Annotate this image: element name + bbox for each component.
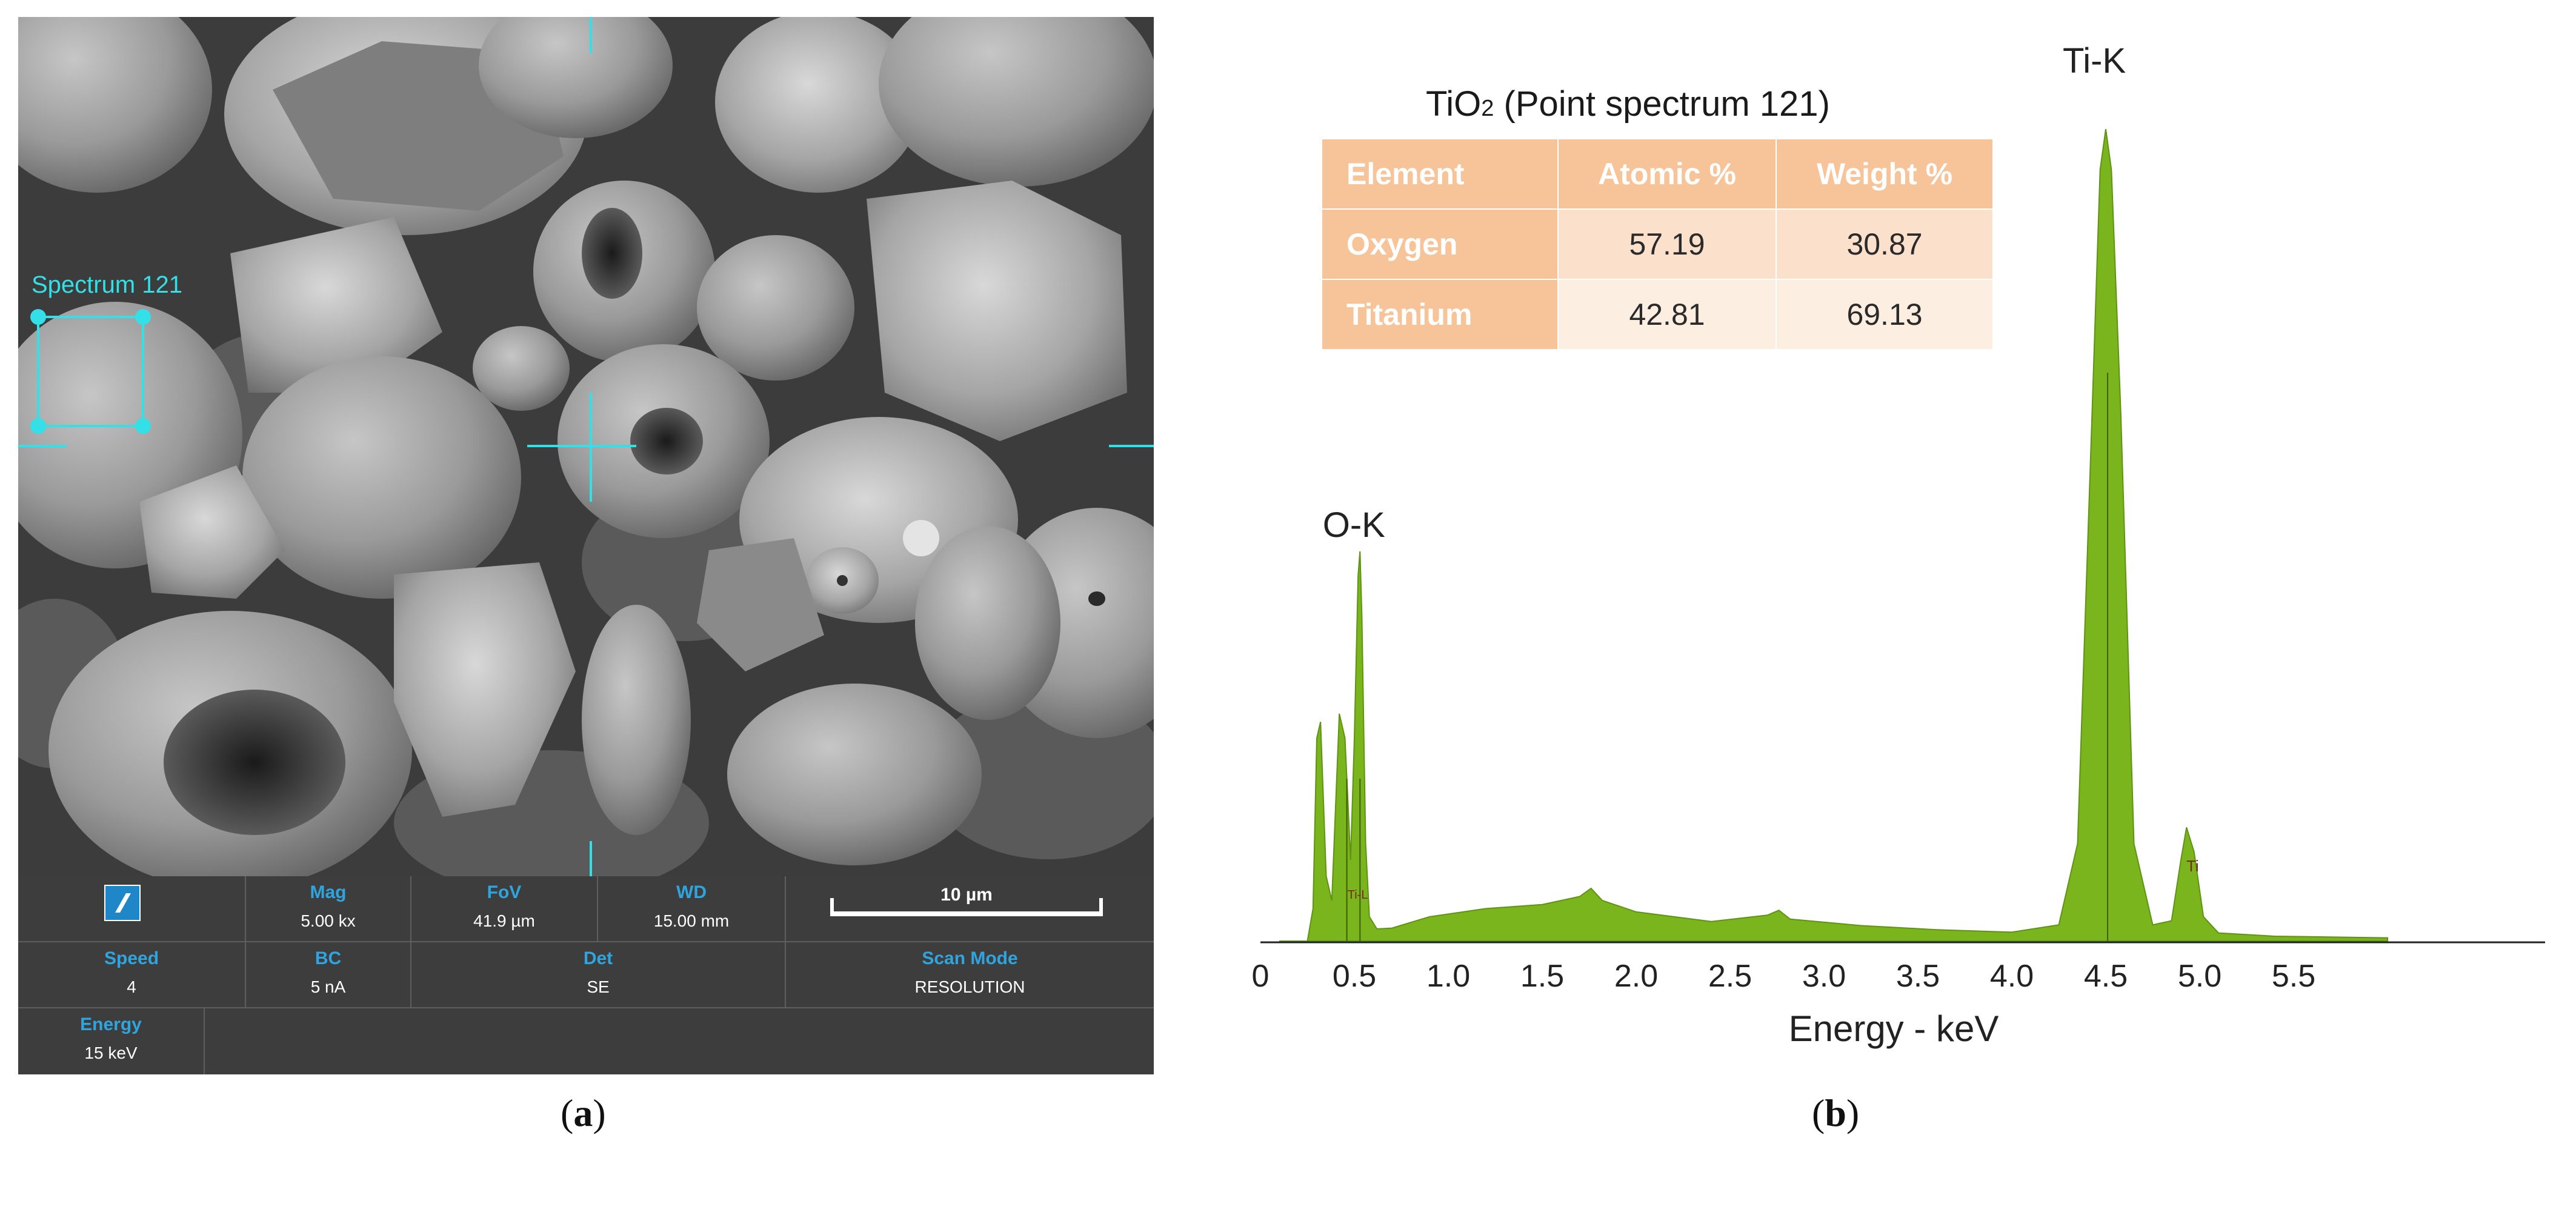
instrument-logo-icon	[104, 885, 141, 921]
table-header-row: Element Atomic % Weight %	[1321, 138, 1994, 210]
sem-micrograph-drawing	[18, 17, 1154, 876]
table-row: Titanium 42.81 69.13	[1321, 279, 1994, 350]
plot-area	[1279, 128, 2388, 942]
table-row: Oxygen 57.19 30.87	[1321, 208, 1994, 280]
x-tick-label: 3.5	[1896, 959, 1940, 994]
title-formula: TiO	[1426, 84, 1482, 124]
caption-letter: a	[573, 1091, 593, 1134]
table-cell-atomic: 57.19	[1557, 208, 1777, 280]
caption-paren: )	[593, 1091, 606, 1134]
bc-label: BC	[315, 948, 342, 968]
panel-b-eds: 0 0.5 1.0 1.5 2.0 2.5 3.0 3.5 4.0 4.5 5.0 5.5 O-K Ti…	[1248, 17, 2545, 1065]
fov-cell: FoV 41.9 µm	[411, 876, 598, 942]
table-cell-weight: 30.87	[1776, 208, 1994, 280]
wd-value: 15.00 mm	[653, 911, 730, 930]
panel-a-sem: Spectrum 121 Mag 5.00 kx FoV 41.9 µm WD …	[18, 17, 1154, 1074]
bc-value: 5 nA	[310, 977, 346, 996]
caption-b: (b)	[1812, 1091, 1859, 1136]
caption-a: (a)	[561, 1091, 606, 1136]
mag-label: Mag	[310, 882, 347, 902]
mag-value: 5.00 kx	[301, 911, 356, 930]
energy-cell: Energy 15 keV	[18, 1008, 205, 1074]
energy-label: Energy	[80, 1014, 142, 1034]
wd-label: WD	[676, 882, 707, 902]
energy-value: 15 keV	[84, 1044, 138, 1062]
scan-mode-cell: Scan Mode RESOLUTION	[786, 942, 1154, 1008]
table-header: Atomic %	[1557, 138, 1777, 210]
peak-label: Ti-L	[1348, 888, 1368, 902]
x-axis-ticks: 0 0.5 1.0 1.5 2.0 2.5 3.0 3.5 4.0 4.5 5.0 5.5	[1252, 959, 2316, 994]
speed-value: 4	[127, 977, 136, 996]
scale-bar-label: 10 µm	[940, 885, 993, 905]
composition-table: Element Atomic % Weight % Oxygen 57.19 3…	[1321, 138, 1994, 350]
peak-annotations: O-K Ti-K Ti-L Ti	[1323, 41, 2199, 902]
x-tick-label: 3.0	[1802, 959, 1846, 994]
scale-bar-cell: 10 µm	[786, 876, 1154, 942]
peak-label: Ti-K	[2063, 41, 2126, 81]
bc-cell: BC 5 nA	[246, 942, 411, 1008]
table-cell-element: Oxygen	[1321, 208, 1559, 280]
eds-spectrum-chart: 0 0.5 1.0 1.5 2.0 2.5 3.0 3.5 4.0 4.5 5.0 5.5 O-K Ti…	[1252, 41, 2545, 1049]
speed-label: Speed	[104, 948, 159, 968]
spectrum-title: TiO2 (Point spectrum 121)	[1426, 84, 1830, 124]
sem-micrograph: Spectrum 121	[18, 17, 1154, 876]
x-tick-label: 1.5	[1520, 959, 1564, 994]
x-tick-label: 2.5	[1708, 959, 1752, 994]
mag-cell: Mag 5.00 kx	[246, 876, 411, 942]
title-subscript: 2	[1481, 96, 1494, 121]
spectrum-label: Spectrum 121	[32, 271, 183, 298]
det-label: Det	[583, 948, 613, 968]
scan-mode-label: Scan Mode	[922, 948, 1018, 968]
sem-info-bar: Mag 5.00 kx FoV 41.9 µm WD 15.00 mm 10 µ…	[18, 876, 1154, 1074]
fov-label: FoV	[487, 882, 522, 902]
x-tick-label: 0	[1252, 959, 1270, 994]
det-cell: Det SE	[411, 942, 786, 1008]
speed-cell: Speed 4	[18, 942, 246, 1008]
x-tick-label: 2.0	[1614, 959, 1658, 994]
table-cell-weight: 69.13	[1776, 279, 1994, 350]
fov-value: 41.9 µm	[473, 911, 535, 930]
x-tick-label: 0.5	[1333, 959, 1376, 994]
x-tick-label: 4.5	[2084, 959, 2128, 994]
det-value: SE	[587, 977, 610, 996]
scan-mode-value: RESOLUTION	[914, 977, 1025, 996]
caption-paren: (	[1812, 1091, 1825, 1134]
title-rest: (Point spectrum 121)	[1494, 84, 1830, 124]
x-tick-label: 5.5	[2272, 959, 2315, 994]
x-tick-label: 4.0	[1990, 959, 2034, 994]
peak-label: Ti	[2186, 857, 2199, 875]
x-axis-label: Energy - keV	[1789, 1008, 1999, 1049]
x-tick-label: 1.0	[1426, 959, 1470, 994]
table-cell-atomic: 42.81	[1557, 279, 1777, 350]
wd-cell: WD 15.00 mm	[598, 876, 786, 942]
table-header: Weight %	[1776, 138, 1994, 210]
table-header: Element	[1321, 138, 1559, 210]
x-tick-label: 5.0	[2178, 959, 2222, 994]
peak-label: O-K	[1323, 505, 1385, 545]
caption-paren: (	[561, 1091, 574, 1134]
caption-paren: )	[1846, 1091, 1860, 1134]
logo-cell	[18, 876, 246, 942]
table-cell-element: Titanium	[1321, 279, 1559, 350]
scale-bar	[830, 898, 1103, 916]
caption-letter: b	[1825, 1091, 1846, 1134]
